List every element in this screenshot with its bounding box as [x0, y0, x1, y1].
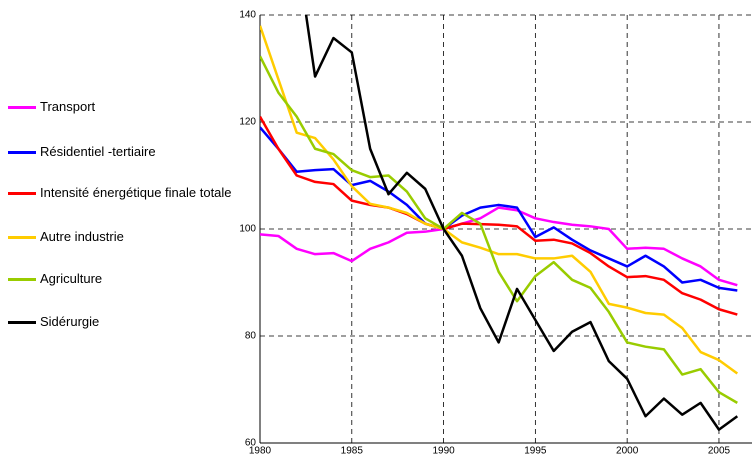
- legend-label: Transport: [40, 99, 96, 114]
- legend-swatch: [8, 151, 36, 154]
- series-line: [260, 55, 738, 404]
- series-line: [304, 15, 739, 431]
- legend-label: Résidentiel -tertiaire: [40, 144, 156, 159]
- legend-label: Intensité énergétique finale totale: [40, 185, 232, 200]
- x-tick-label: 1980: [249, 446, 272, 457]
- legend-label: Agriculture: [40, 271, 103, 286]
- series-line: [260, 116, 738, 316]
- legend-label: Sidérurgie: [40, 314, 100, 329]
- x-tick-label: 1985: [341, 446, 364, 457]
- series-line: [260, 126, 738, 292]
- x-tick-label: 1995: [524, 446, 547, 457]
- y-tick-label: 120: [239, 117, 256, 128]
- x-tick-label: 1990: [432, 446, 455, 457]
- y-tick-label: 80: [245, 331, 257, 342]
- series-line: [260, 25, 739, 375]
- x-tick-label: 2005: [708, 446, 731, 457]
- x-tick-label: 2000: [616, 446, 639, 457]
- legend-swatch: [8, 192, 36, 195]
- y-tick-label: 60: [245, 438, 257, 449]
- legend-swatch: [8, 321, 36, 324]
- series-line: [260, 206, 738, 287]
- legend-label: Autre industrie: [40, 229, 124, 244]
- legend-swatch: [8, 278, 36, 281]
- legend-swatch: [8, 106, 36, 109]
- legend-swatch: [8, 236, 36, 239]
- y-tick-label: 140: [239, 10, 256, 21]
- y-tick-label: 100: [239, 224, 256, 235]
